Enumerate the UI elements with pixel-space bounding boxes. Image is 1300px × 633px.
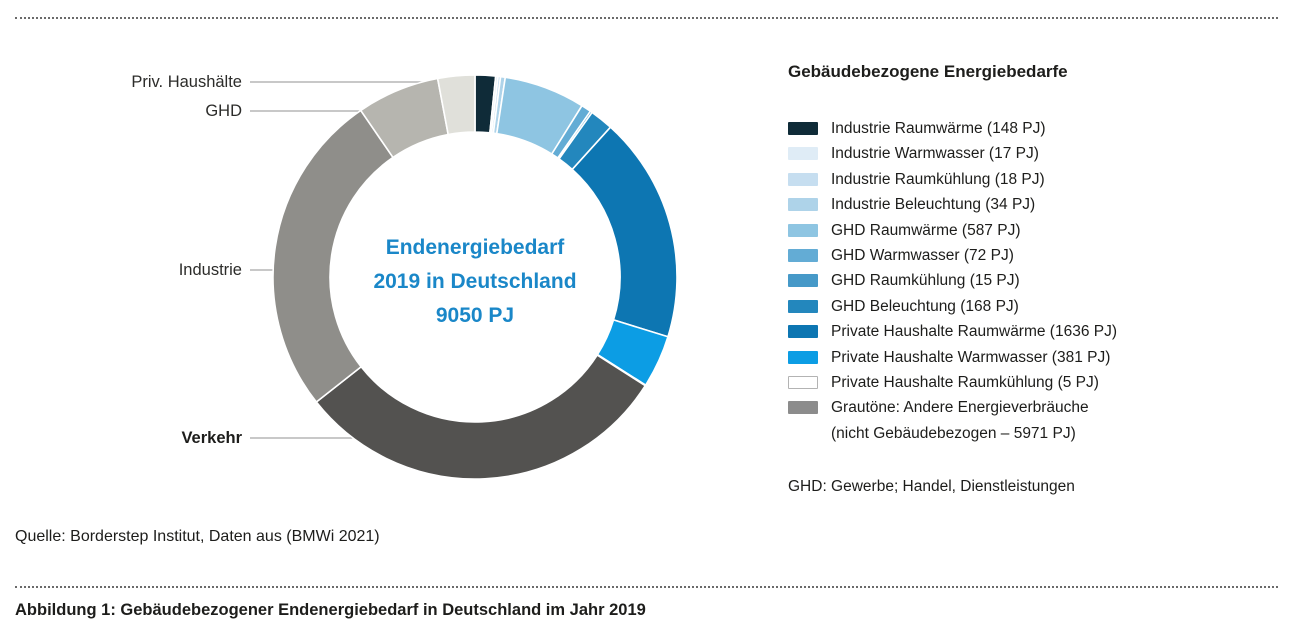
legend-item-label: Private Haushalte Warmwasser (381 PJ) bbox=[831, 348, 1111, 366]
legend-color-swatch bbox=[788, 376, 818, 390]
legend-item: GHD Warmwasser (72 PJ) bbox=[788, 243, 1117, 268]
legend-color-swatch bbox=[788, 325, 818, 339]
legend-color-swatch bbox=[788, 350, 818, 364]
sector-callout-label: Verkehr bbox=[181, 429, 242, 447]
sector-callout-label: Priv. Haushälte bbox=[131, 73, 242, 91]
legend-item: Grautöne: Andere Energieverbräuche (nicht… bbox=[788, 395, 1117, 446]
legend-color-swatch bbox=[788, 198, 818, 212]
legend-color-swatch bbox=[788, 401, 818, 415]
legend-color-swatch bbox=[788, 147, 818, 161]
legend-color-swatch bbox=[788, 249, 818, 263]
legend-item-label: GHD Beleuchtung (168 PJ) bbox=[831, 297, 1019, 315]
legend-item-label: Industrie Raumwärme (148 PJ) bbox=[831, 120, 1046, 137]
bottom-divider bbox=[15, 586, 1278, 588]
legend: Industrie Raumwärme (148 PJ) Industrie Wa… bbox=[788, 116, 1117, 446]
legend-title: Gebäudebezogene Energiebedarfe bbox=[788, 62, 1068, 81]
legend-color-swatch bbox=[788, 299, 818, 313]
legend-item: Private Haushalte Raumkühlung (5 PJ) bbox=[788, 370, 1117, 395]
legend-color-swatch bbox=[788, 274, 818, 288]
legend-color-swatch bbox=[788, 122, 818, 135]
donut-segment bbox=[315, 353, 647, 480]
legend-item: Industrie Warmwasser (17 PJ) bbox=[788, 141, 1117, 166]
legend-item-label: Industrie Warmwasser (17 PJ) bbox=[831, 145, 1039, 163]
legend-item: Industrie Raumwärme (148 PJ) bbox=[788, 116, 1117, 141]
legend-item: GHD Raumkühlung (15 PJ) bbox=[788, 268, 1117, 293]
legend-item-label: GHD Raumwärme (587 PJ) bbox=[831, 221, 1021, 239]
legend-item: GHD Raumwärme (587 PJ) bbox=[788, 218, 1117, 243]
legend-item-label: GHD Warmwasser (72 PJ) bbox=[831, 247, 1014, 265]
sector-callout-label: GHD bbox=[205, 102, 242, 120]
legend-item-label: Grautöne: Andere Energieverbräuche (nicht… bbox=[831, 395, 1089, 446]
legend-item-label: Private Haushalte Raumkühlung (5 PJ) bbox=[831, 374, 1099, 392]
legend-item: Industrie Raumkühlung (18 PJ) bbox=[788, 167, 1117, 192]
legend-item: GHD Beleuchtung (168 PJ) bbox=[788, 294, 1117, 319]
donut-center-label: Endenergiebedarf 2019 in Deutschland 905… bbox=[330, 231, 620, 333]
sector-callout-label: Industrie bbox=[178, 261, 242, 279]
legend-item-label: Industrie Beleuchtung (34 PJ) bbox=[831, 196, 1036, 214]
legend-item-label: Private Haushalte Raumwärme (1636 PJ) bbox=[831, 323, 1118, 341]
donut-slices bbox=[272, 74, 678, 480]
legend-item-label-line2: (nicht Gebäudebezogen – 5971 PJ) bbox=[831, 424, 1076, 442]
legend-color-swatch bbox=[788, 172, 818, 186]
center-label-line3: 9050 PJ bbox=[435, 304, 515, 327]
center-label-line2: 2019 in Deutschland bbox=[373, 270, 577, 293]
legend-color-swatch bbox=[788, 223, 818, 237]
legend-item: Private Haushalte Warmwasser (381 PJ) bbox=[788, 345, 1117, 370]
legend-item-label: GHD Raumkühlung (15 PJ) bbox=[831, 272, 1020, 290]
donut-segment bbox=[436, 74, 476, 136]
figure-caption: Abbildung 1: Gebäudebezogener Endenergie… bbox=[15, 601, 646, 619]
legend-item: Industrie Beleuchtung (34 PJ) bbox=[788, 192, 1117, 217]
source-note: Quelle: Borderstep Institut, Daten aus (… bbox=[15, 528, 380, 545]
top-divider bbox=[15, 17, 1278, 19]
legend-item: Private Haushalte Raumwärme (1636 PJ) bbox=[788, 319, 1117, 344]
legend-footnote: GHD: Gewerbe; Handel, Dienstleistungen bbox=[788, 478, 1075, 495]
center-label-line1: Endenergiebedarf bbox=[385, 236, 565, 259]
legend-item-label: Industrie Raumkühlung (18 PJ) bbox=[831, 170, 1045, 188]
